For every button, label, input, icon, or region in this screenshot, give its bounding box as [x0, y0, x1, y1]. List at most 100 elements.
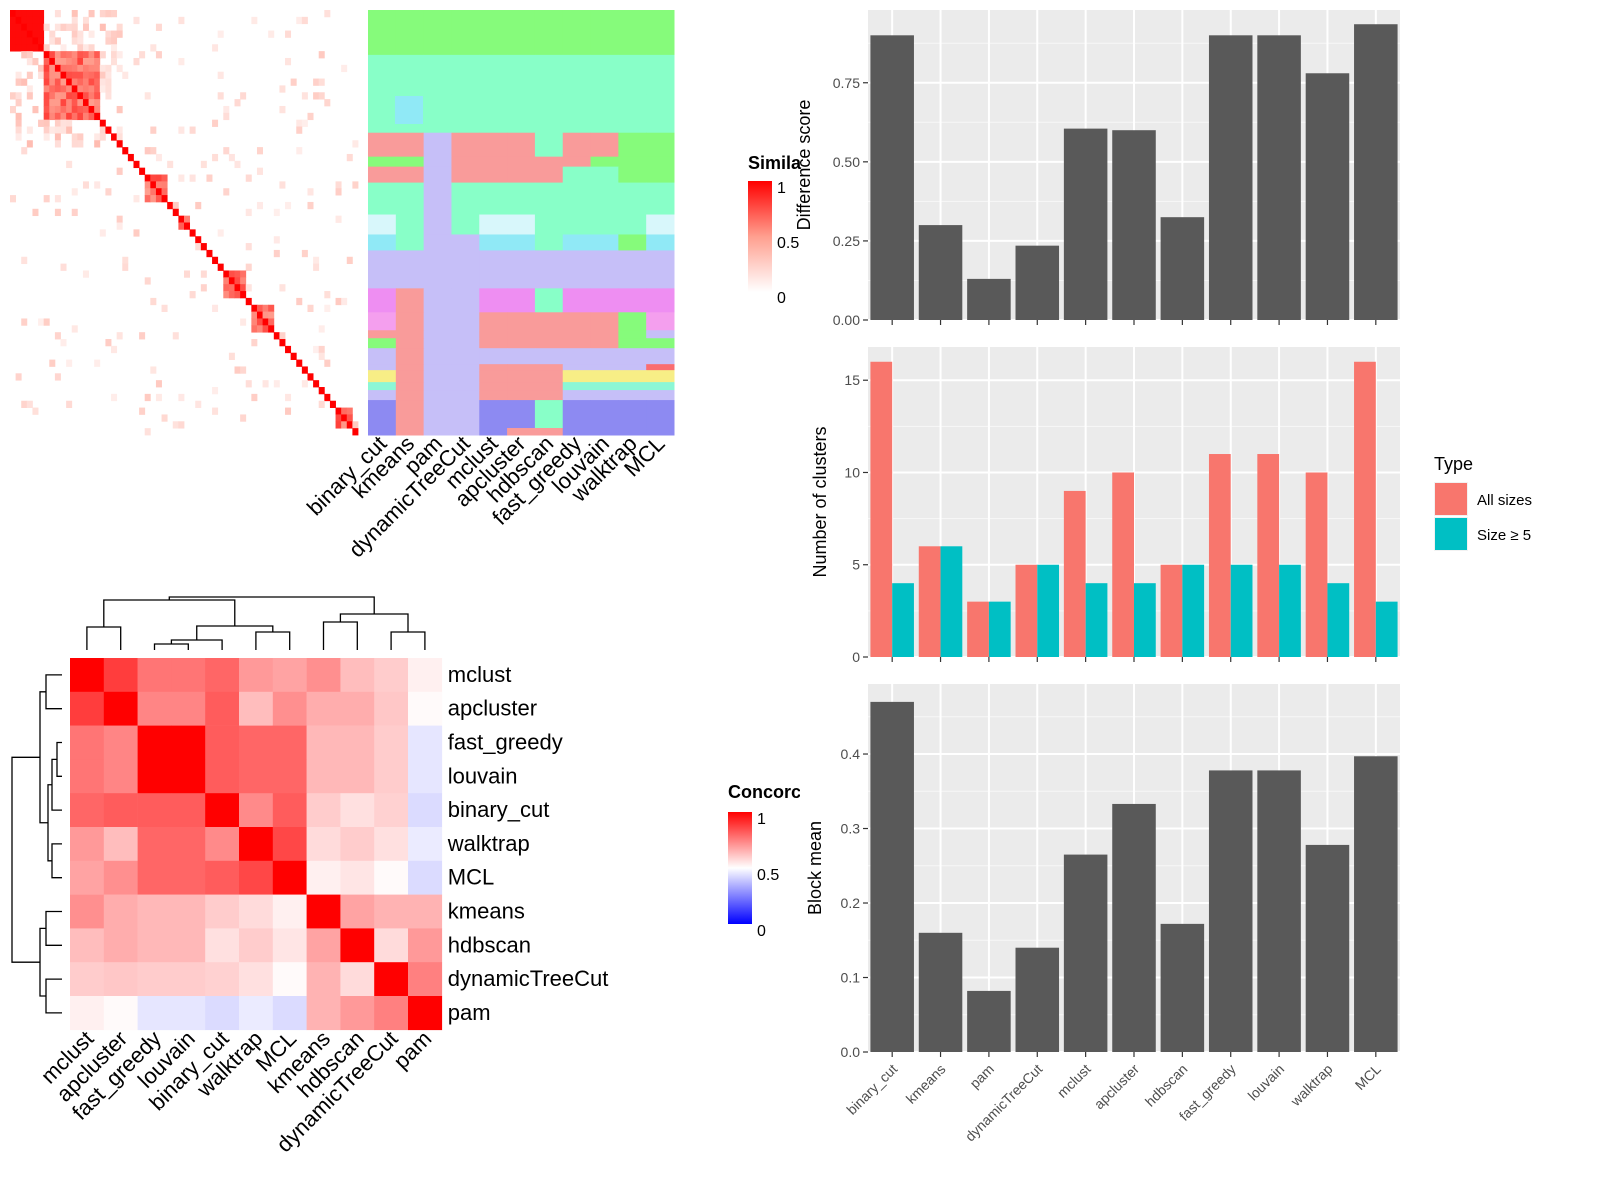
similarity-cell	[66, 78, 73, 86]
assignment-cell	[479, 122, 508, 134]
concordance-cell	[340, 996, 375, 1031]
assignment-cell	[590, 288, 619, 313]
similarity-cell	[15, 23, 22, 31]
concordance-cell	[137, 860, 172, 895]
dendrogram-link	[39, 927, 46, 997]
assignment-cell	[590, 54, 619, 96]
similarity-cell	[240, 277, 247, 285]
concordance-cell	[70, 759, 105, 794]
similarity-cell	[82, 270, 89, 278]
similarity-cell	[94, 85, 101, 93]
similarity-cell	[116, 140, 123, 148]
similarity-cell	[155, 195, 162, 203]
similarity-cell	[82, 51, 89, 59]
bar	[1257, 770, 1301, 1052]
assignment-cell	[562, 370, 592, 383]
assignment-cell	[534, 390, 564, 401]
concordance-row-dendrogram	[11, 674, 62, 1014]
similarity-cell	[105, 37, 112, 45]
concordance-cell	[70, 996, 105, 1031]
assignment-cell	[562, 94, 592, 124]
concordance-cell	[171, 894, 206, 929]
concordance-cell	[340, 759, 375, 794]
concordance-cell	[374, 759, 409, 794]
similarity-cell	[223, 277, 230, 285]
similarity-cell	[212, 256, 219, 265]
assignment-cell	[507, 132, 536, 158]
similarity-cell	[88, 30, 95, 38]
similarity-cell	[43, 78, 50, 86]
similarity-cell	[26, 92, 33, 100]
assignment-cell	[562, 54, 592, 96]
similarity-cell	[279, 181, 286, 189]
similarity-cell	[77, 30, 84, 38]
concordance-cell	[171, 962, 206, 997]
type-legend: Type All sizes Size ≥ 5	[1434, 454, 1532, 551]
similarity-cell	[268, 30, 275, 38]
concordance-cell	[306, 996, 341, 1031]
similarity-cell	[38, 64, 45, 73]
similarity-cell	[116, 215, 123, 223]
concordance-cell	[374, 996, 409, 1031]
assignment-cell	[646, 182, 675, 216]
similarity-cell	[245, 208, 252, 217]
bar	[870, 361, 893, 657]
concordance-cell	[306, 691, 341, 726]
assignment-cell	[395, 382, 425, 391]
similarity-cell	[228, 352, 235, 360]
concordance-cell	[103, 962, 138, 997]
assignment-cell	[368, 364, 397, 371]
similarity-cell	[71, 140, 78, 148]
similarity-cell	[82, 85, 89, 93]
similarity-cell	[82, 105, 89, 114]
assignment-cell	[534, 382, 564, 391]
similarity-cell	[341, 297, 348, 306]
similarity-cell	[88, 44, 95, 52]
assignment-cell	[479, 348, 508, 365]
similarity-cell	[144, 277, 151, 285]
similarity-cell	[15, 99, 22, 107]
assignment-cell	[451, 250, 480, 289]
concordance-cell	[306, 962, 341, 997]
assignment-cell	[507, 330, 536, 339]
similarity-cell	[38, 119, 45, 127]
assignment-cell	[451, 156, 480, 168]
similarity-cell	[54, 112, 61, 121]
similarity-cell	[301, 16, 308, 25]
assignment-cell	[534, 330, 564, 339]
concordance-legend: Concorc 1 0.5 0	[728, 782, 800, 940]
similarity-cell	[71, 208, 78, 217]
similarity-cell	[38, 37, 45, 45]
similarity-cell	[318, 92, 325, 100]
similarity-cell	[133, 229, 140, 237]
similarity-cell	[54, 23, 61, 31]
assignment-cell	[395, 166, 425, 184]
similarity-cell	[127, 153, 134, 162]
concordance-cell	[272, 928, 307, 963]
similarity-cell	[38, 16, 45, 25]
assignment-cell	[368, 288, 397, 313]
similarity-cell	[285, 30, 292, 38]
similarity-cell	[144, 147, 151, 155]
similarity-cell	[71, 85, 78, 93]
assignment-cell	[562, 364, 592, 371]
similarity-cell	[234, 277, 241, 285]
assignment-cell	[562, 234, 592, 251]
y-tick-label: 0.0	[841, 1044, 861, 1060]
similarity-cell	[82, 23, 89, 31]
assignment-cell	[368, 166, 397, 184]
similarity-cell	[223, 291, 230, 299]
similarity-cell	[116, 64, 123, 73]
similarity-cell	[54, 85, 61, 93]
similarity-cell	[66, 57, 73, 66]
similarity-cell	[49, 112, 56, 121]
similarity-cell	[273, 208, 280, 217]
concordance-cell	[137, 996, 172, 1031]
similarity-cell	[71, 92, 78, 100]
assignment-cell	[423, 382, 452, 391]
concordance-column-label: pam	[388, 1026, 436, 1074]
x-tick-label: kmeans	[903, 1061, 949, 1107]
concordance-cell	[340, 658, 375, 693]
assignment-cell	[423, 330, 452, 339]
similarity-cell	[301, 119, 308, 127]
